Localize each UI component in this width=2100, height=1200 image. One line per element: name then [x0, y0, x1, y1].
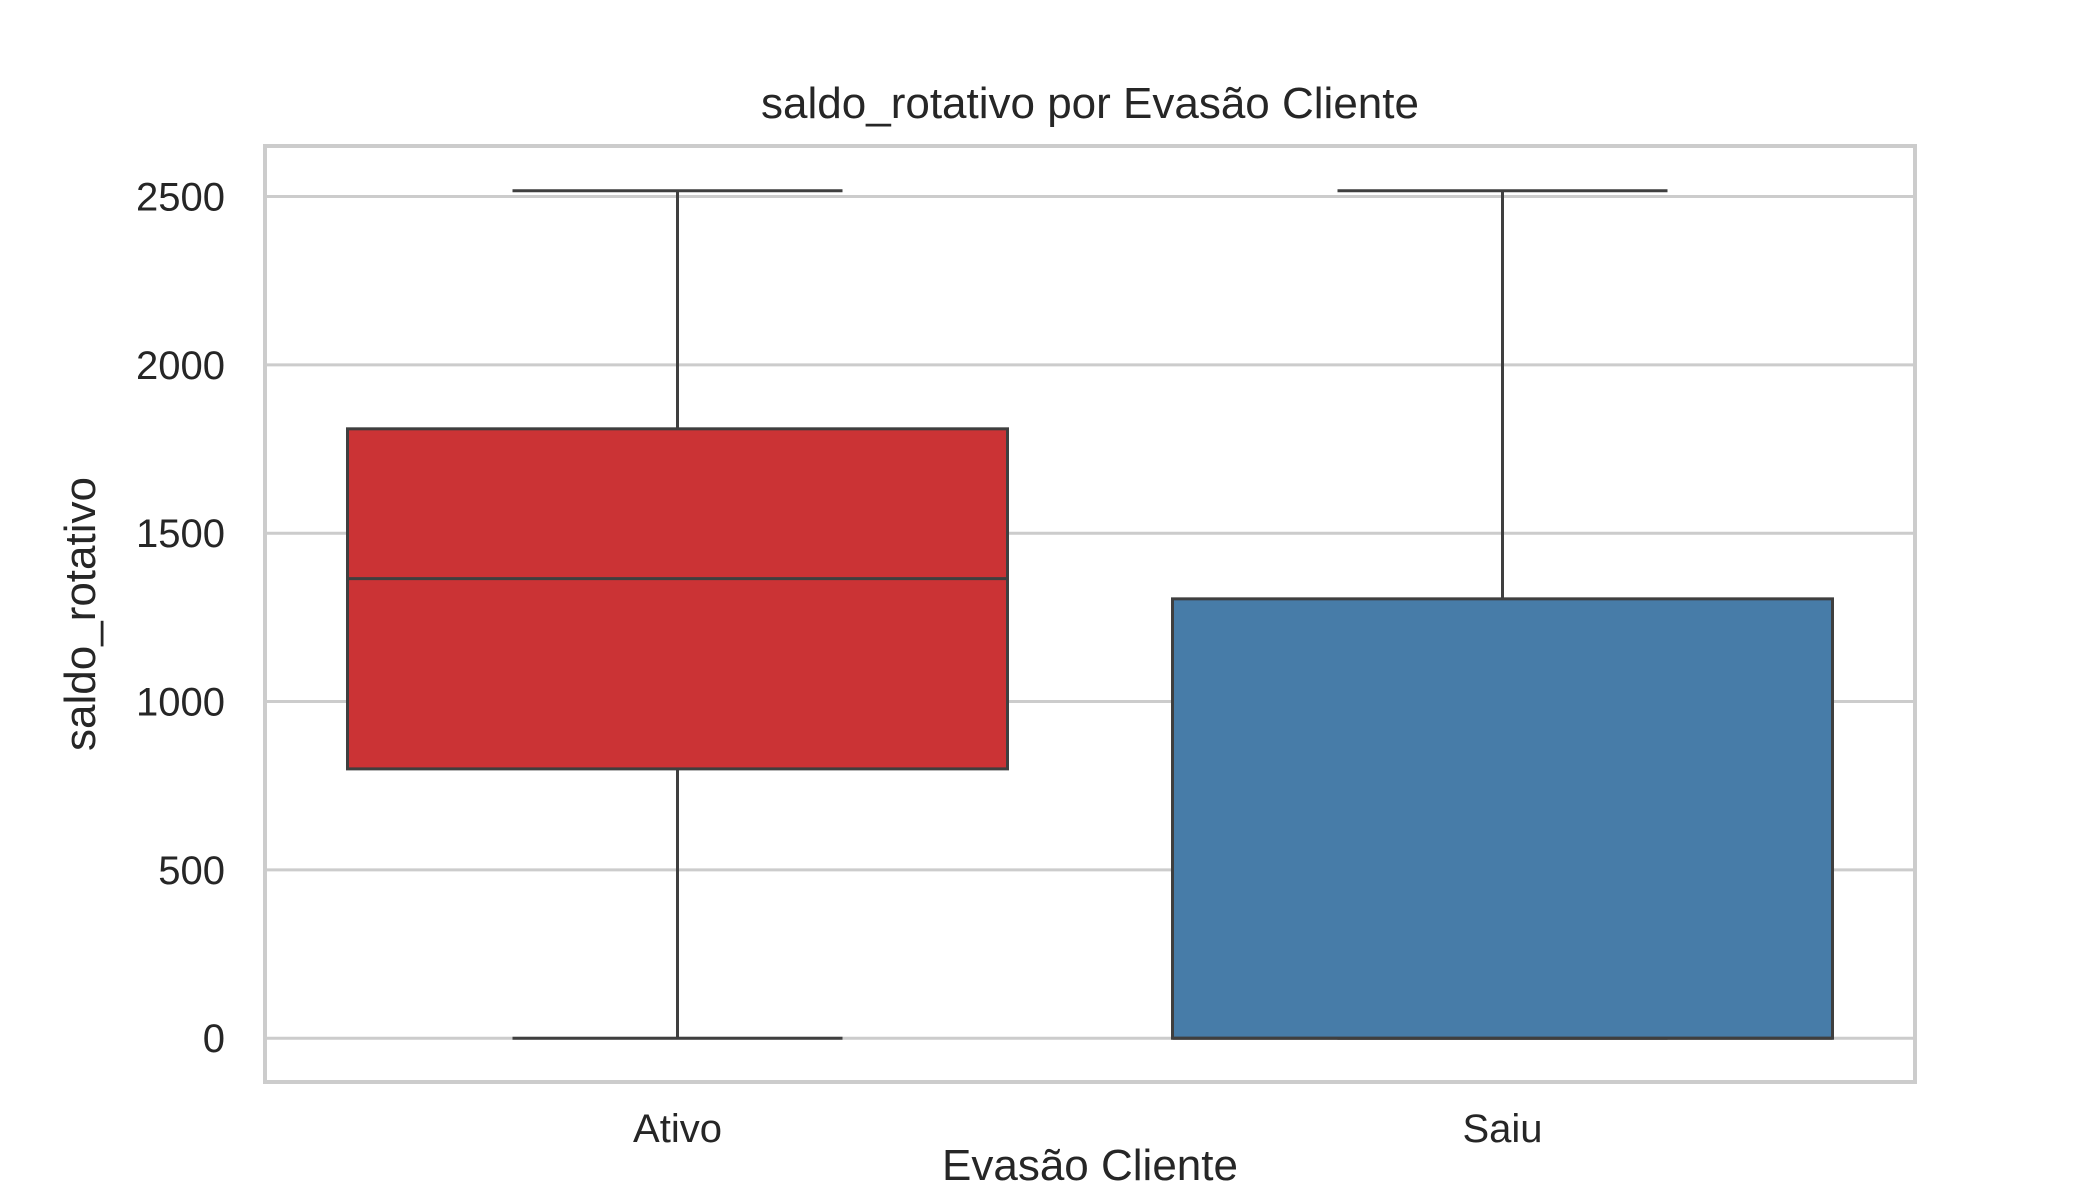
y-tick-labels: 0 500 1000 1500 2000 2500	[136, 176, 225, 1062]
y-tick-label: 0	[203, 1017, 225, 1061]
y-tick-label: 500	[158, 849, 225, 893]
y-tick-label: 2500	[136, 176, 225, 220]
box-iqr	[1171, 597, 1834, 1040]
plot-frame	[263, 144, 1917, 1084]
x-tick-label: Saiu	[1462, 1107, 1542, 1151]
y-axis-label: saldo_rotativo	[56, 477, 105, 751]
box-iqr	[346, 427, 1009, 771]
x-axis-label: Evasão Cliente	[942, 1141, 1238, 1190]
box-saiu	[1171, 189, 1834, 1040]
x-tick-labels: Ativo Saiu	[633, 1107, 1543, 1151]
y-tick-label: 1000	[136, 681, 225, 725]
y-tick-label: 1500	[136, 512, 225, 556]
boxes	[346, 189, 1834, 1040]
y-tick-label: 2000	[136, 344, 225, 388]
chart-title: saldo_rotativo por Evasão Cliente	[761, 79, 1419, 128]
x-tick-label: Ativo	[633, 1107, 722, 1151]
box-ativo	[346, 189, 1009, 1040]
